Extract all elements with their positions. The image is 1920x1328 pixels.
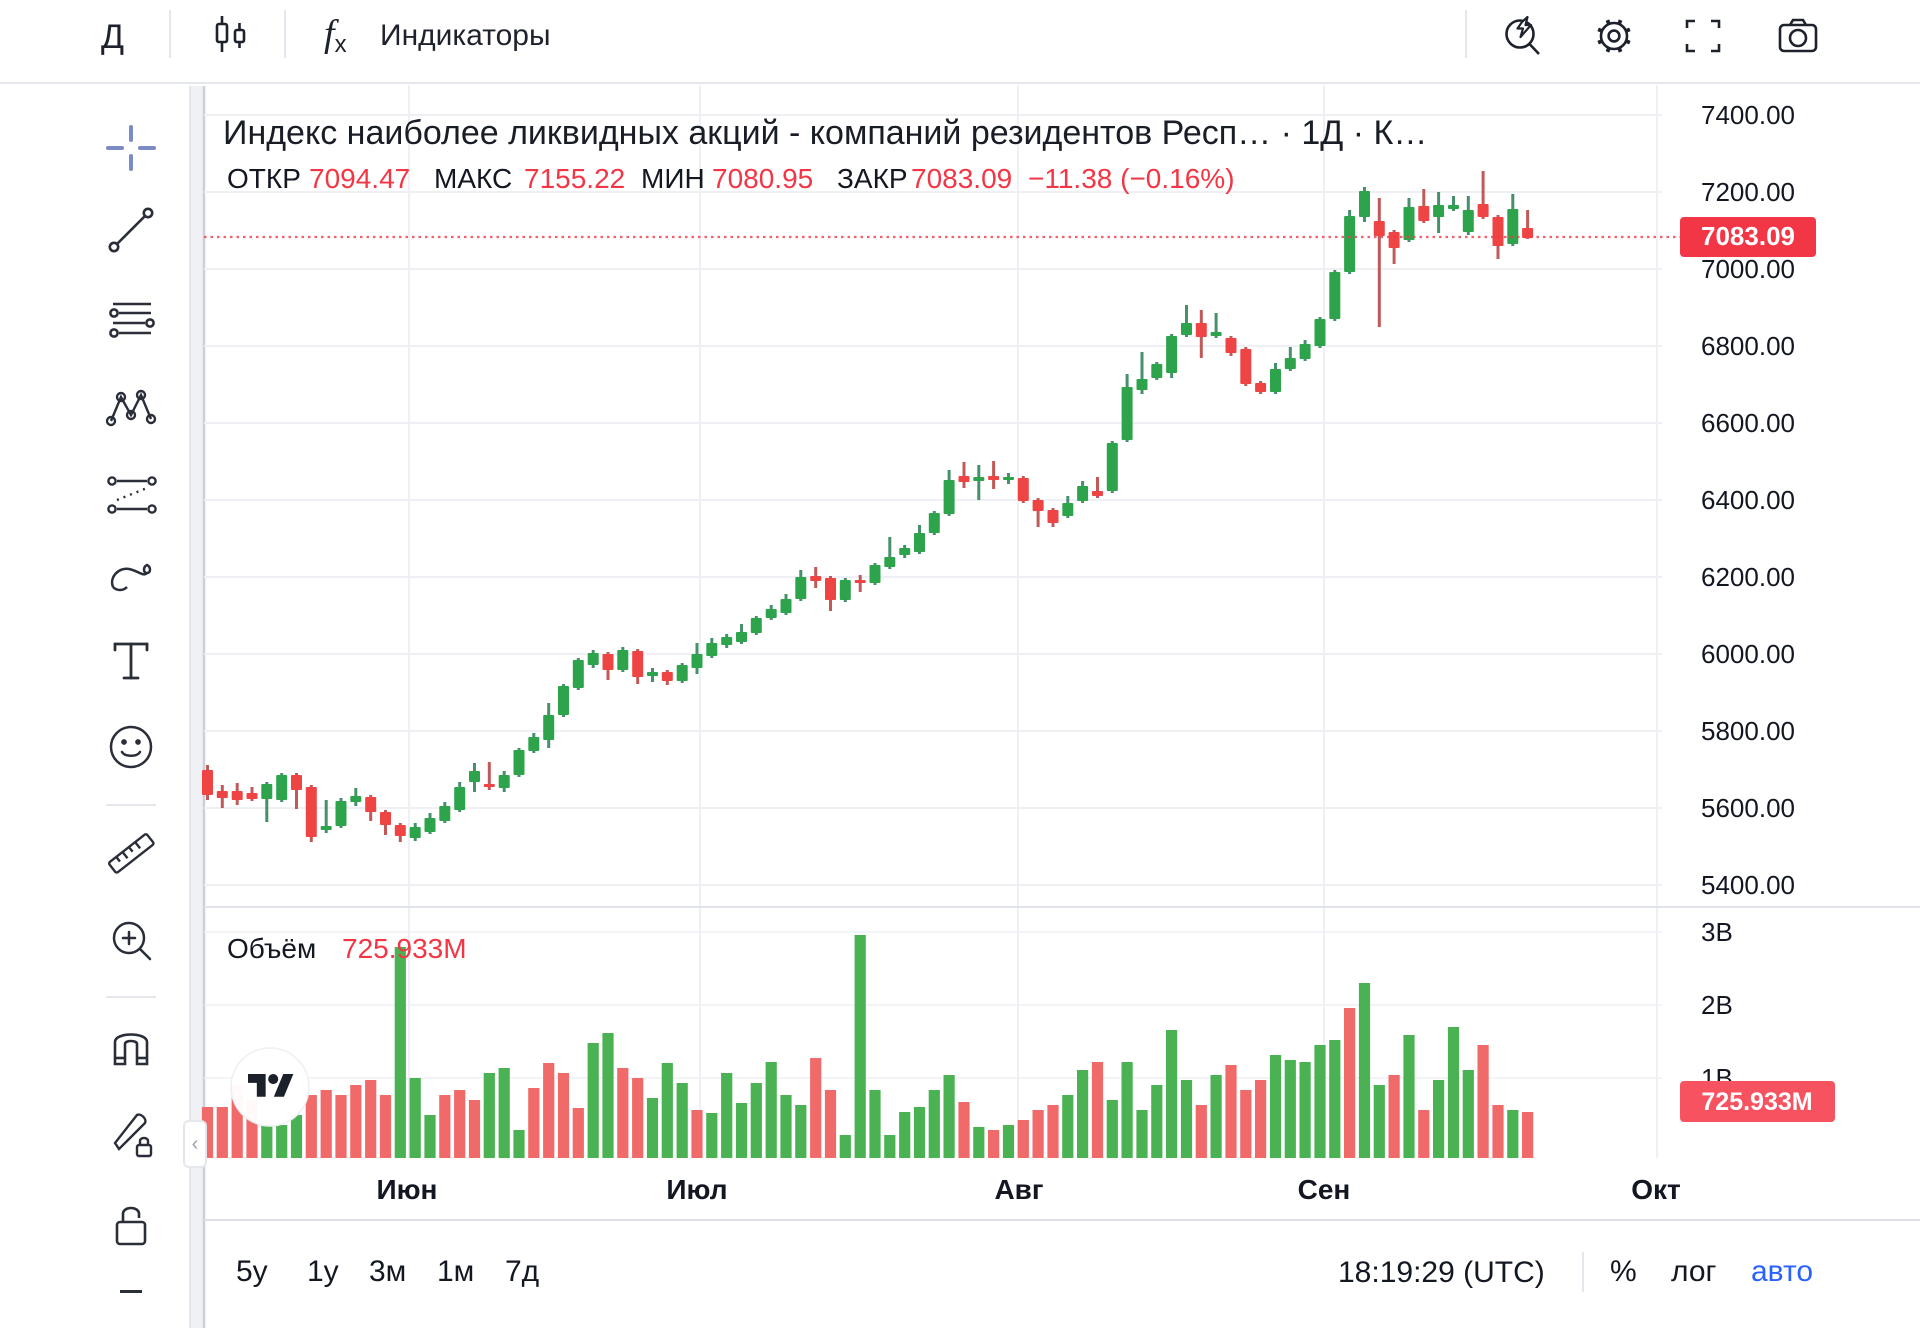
svg-text:5400.00: 5400.00 <box>1701 870 1795 900</box>
svg-text:%: % <box>1610 1255 1637 1288</box>
svg-text:2B: 2B <box>1701 990 1733 1020</box>
svg-text:6400.00: 6400.00 <box>1701 485 1795 515</box>
svg-text:7080.95: 7080.95 <box>712 163 813 194</box>
svg-text:6200.00: 6200.00 <box>1701 562 1795 592</box>
svg-text:5800.00: 5800.00 <box>1701 716 1795 746</box>
svg-text:Сен: Сен <box>1298 1174 1351 1205</box>
svg-text:Объём: Объём <box>227 933 316 964</box>
svg-text:6000.00: 6000.00 <box>1701 639 1795 669</box>
svg-text:18:19:29 (UTC): 18:19:29 (UTC) <box>1338 1256 1545 1289</box>
svg-text:Июл: Июл <box>666 1174 727 1205</box>
svg-text:ЗАКР: ЗАКР <box>837 163 908 194</box>
svg-text:3B: 3B <box>1701 917 1733 947</box>
svg-text:5y: 5y <box>236 1255 268 1288</box>
svg-text:авто: авто <box>1751 1255 1813 1288</box>
svg-text:−11.38 (−0.16%): −11.38 (−0.16%) <box>1028 163 1235 194</box>
svg-text:7200.00: 7200.00 <box>1701 177 1795 207</box>
svg-text:7д: 7д <box>505 1255 539 1288</box>
svg-text:725.933M: 725.933M <box>342 933 467 964</box>
svg-text:Окт: Окт <box>1631 1174 1681 1205</box>
svg-text:МИН: МИН <box>641 163 705 194</box>
svg-text:6800.00: 6800.00 <box>1701 331 1795 361</box>
svg-text:1м: 1м <box>437 1255 474 1288</box>
svg-text:Авг: Авг <box>994 1174 1043 1205</box>
svg-text:лог: лог <box>1671 1255 1717 1288</box>
svg-text:1y: 1y <box>307 1255 339 1288</box>
svg-text:7083.09: 7083.09 <box>1701 221 1795 251</box>
svg-text:6600.00: 6600.00 <box>1701 408 1795 438</box>
svg-text:Индекс наиболее ликвидных акци: Индекс наиболее ликвидных акций - компан… <box>223 114 1427 152</box>
svg-text:7155.22: 7155.22 <box>524 163 625 194</box>
svg-text:7000.00: 7000.00 <box>1701 254 1795 284</box>
svg-text:7094.47: 7094.47 <box>309 163 410 194</box>
svg-text:5600.00: 5600.00 <box>1701 793 1795 823</box>
svg-text:3м: 3м <box>369 1255 406 1288</box>
svg-text:7083.09: 7083.09 <box>911 163 1012 194</box>
svg-text:7400.00: 7400.00 <box>1701 100 1795 130</box>
svg-text:ОТКР: ОТКР <box>227 163 301 194</box>
svg-text:Июн: Июн <box>377 1174 438 1205</box>
svg-text:725.933M: 725.933M <box>1701 1088 1812 1116</box>
svg-text:МАКС: МАКС <box>434 163 512 194</box>
